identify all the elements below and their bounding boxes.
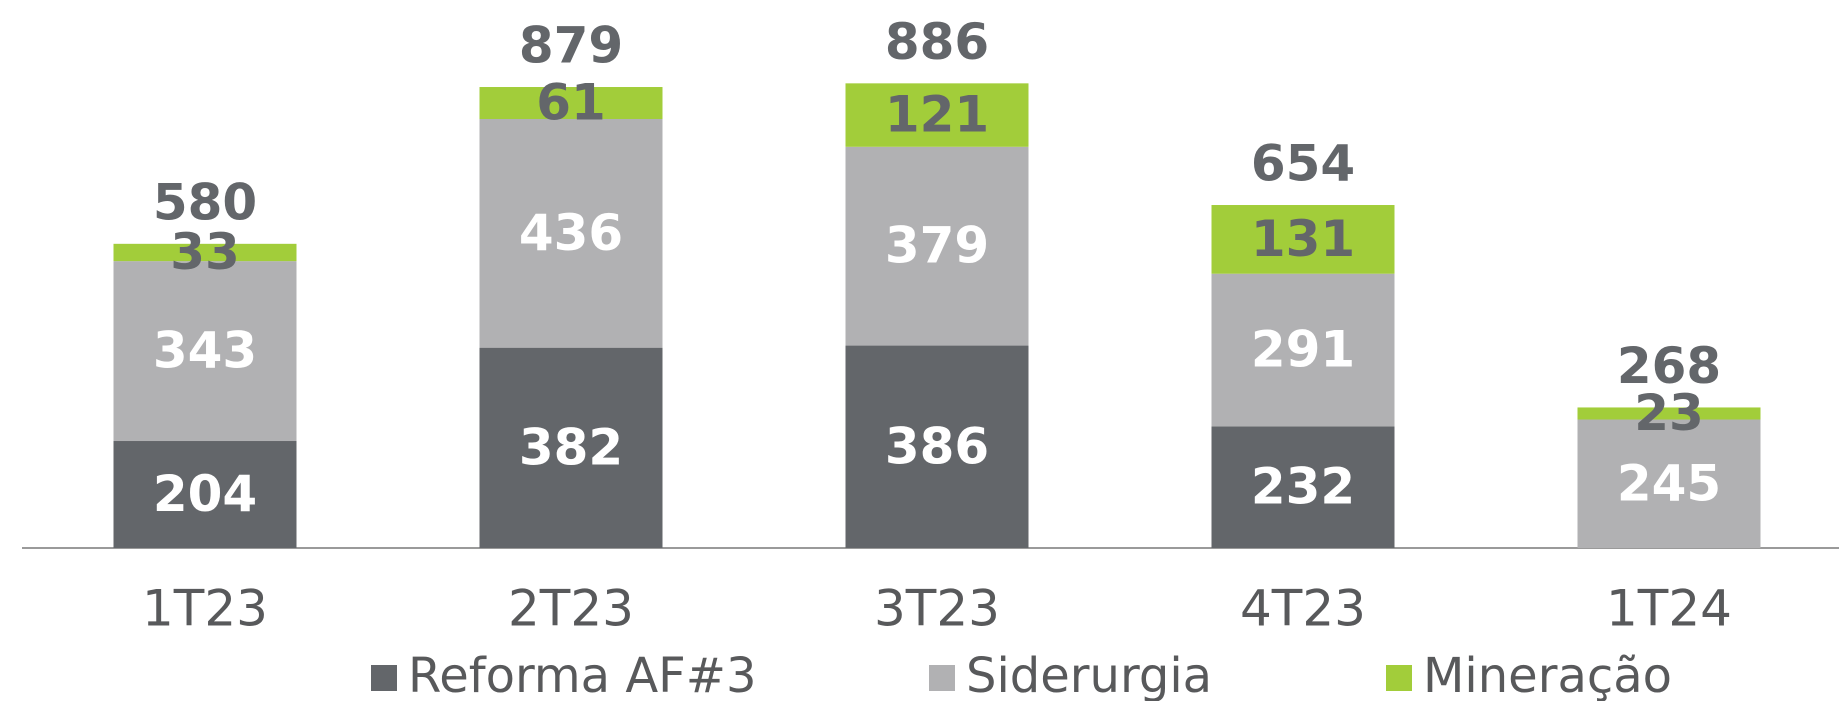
data-label: 291: [1251, 321, 1355, 379]
data-label: 61: [536, 74, 606, 132]
bar-segment: [113, 261, 297, 442]
bar-segment: [479, 119, 663, 348]
total-label: 268: [1617, 337, 1721, 395]
data-label: 379: [885, 217, 989, 275]
bar-segment: [845, 146, 1029, 346]
legend-label: Reforma AF#3: [408, 648, 757, 701]
x-tick-label: 3T23: [874, 580, 1000, 638]
legend-swatch: [1386, 665, 1412, 691]
x-tick-label: 2T23: [508, 580, 634, 638]
bar-segment: [1577, 419, 1761, 548]
legend-swatch: [371, 665, 397, 691]
total-label: 886: [885, 13, 989, 71]
x-tick-label: 1T24: [1606, 580, 1732, 638]
total-label: 580: [153, 173, 257, 231]
data-label: 232: [1251, 458, 1355, 516]
bar-segment: [113, 441, 297, 548]
bar-segment: [845, 83, 1029, 147]
bar-segment: [1211, 426, 1395, 548]
bar-segment: [479, 87, 663, 120]
data-label: 131: [1251, 210, 1355, 268]
data-label: 204: [153, 465, 257, 523]
data-label: 386: [885, 417, 989, 475]
bar-segment: [479, 347, 663, 548]
bar-segment: [113, 243, 297, 262]
bar-segment: [1211, 205, 1395, 274]
total-label: 654: [1251, 135, 1355, 193]
bar-segment: [1577, 407, 1761, 420]
data-label: 121: [885, 86, 989, 144]
legend-label: Siderurgia: [966, 648, 1212, 701]
legend-label: Mineração: [1423, 648, 1672, 701]
total-label: 879: [519, 17, 623, 75]
bar-segment: [1211, 273, 1395, 427]
legend-swatch: [929, 665, 955, 691]
x-tick-label: 4T23: [1240, 580, 1366, 638]
data-label: 23: [1634, 384, 1704, 442]
data-label: 382: [519, 418, 623, 476]
data-label: 343: [153, 322, 257, 380]
data-label: 436: [519, 204, 623, 262]
data-label: 33: [170, 223, 240, 281]
bar-segment: [845, 345, 1029, 548]
data-label: 245: [1617, 454, 1721, 512]
x-tick-label: 1T23: [142, 580, 268, 638]
